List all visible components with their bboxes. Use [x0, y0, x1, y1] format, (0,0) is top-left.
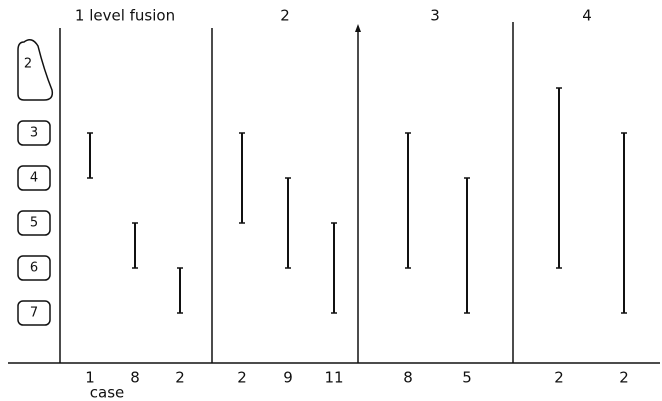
vertebra: [17, 120, 51, 146]
vertebra-label: 6: [30, 261, 38, 276]
column-title: 1 level fusion: [75, 7, 175, 25]
vertebra-label: 2: [24, 57, 32, 72]
case-number: 1: [85, 369, 95, 387]
vertebra: [17, 300, 51, 326]
case-number: 2: [619, 369, 629, 387]
case-number: 2: [237, 369, 247, 387]
case-number: 8: [130, 369, 140, 387]
column-title: 3: [430, 7, 440, 25]
vertebra: [17, 255, 51, 281]
case-number: 2: [554, 369, 564, 387]
case-number: 11: [324, 369, 343, 387]
vertebra: [17, 165, 51, 191]
vertebra-label: 3: [30, 126, 38, 141]
column-title: 2: [280, 7, 290, 25]
vertebra-label: 5: [30, 216, 38, 231]
case-number: 5: [462, 369, 472, 387]
vertebra-label: 4: [30, 171, 38, 186]
vertebra: [17, 210, 51, 236]
case-number: 8: [403, 369, 413, 387]
case-label: case: [90, 384, 124, 401]
vertebra-label: 7: [30, 306, 38, 321]
case-number: 2: [175, 369, 185, 387]
case-number: 9: [283, 369, 293, 387]
vertebra-c2: [17, 39, 54, 101]
arrowhead: [355, 24, 361, 32]
column-title: 4: [582, 7, 592, 25]
